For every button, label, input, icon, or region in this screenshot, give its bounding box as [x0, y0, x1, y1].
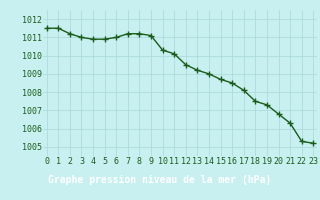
Text: Graphe pression niveau de la mer (hPa): Graphe pression niveau de la mer (hPa): [48, 175, 272, 185]
